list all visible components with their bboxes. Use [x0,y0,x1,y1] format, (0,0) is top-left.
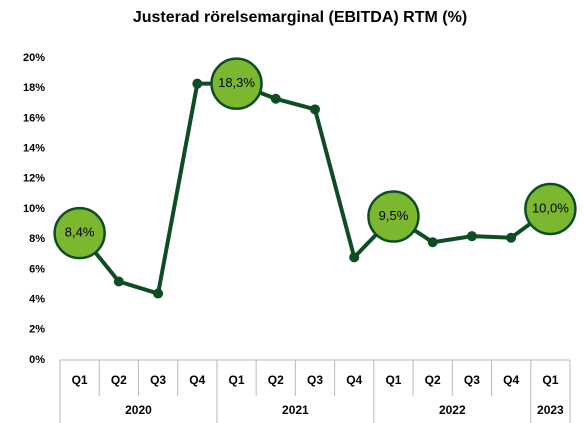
x-tick-label: Q4 [503,373,519,387]
y-tick-label: 0% [29,354,45,366]
bubble [524,182,577,236]
data-label: 10,0% [532,200,569,215]
point [349,252,360,263]
year-label: 2020 [125,403,152,417]
x-tick-label: Q1 [229,373,245,387]
year-label: 2023 [537,403,564,417]
y-tick-label: 10% [23,203,45,215]
point [113,276,124,287]
y-tick-label: 18% [23,82,45,94]
bubble [210,57,263,110]
x-tick-label: Q2 [268,373,284,387]
x-tick-label: Q3 [150,373,166,387]
data-label: 8,4% [65,225,95,240]
point [270,93,281,104]
y-tick-label: 2% [29,324,45,336]
line [78,81,552,296]
x-tick-label: Q3 [307,373,323,387]
year-label: 2022 [439,403,466,417]
data-label: 9,5% [379,208,409,223]
x-tick-label: Q4 [346,373,362,387]
point [310,104,320,115]
bubble [367,190,420,243]
x-tick-label: Q1 [72,373,88,387]
y-tick-label: 12% [23,173,45,185]
bubble [53,206,106,260]
y-tick-label: 14% [23,143,45,155]
y-tick-label: 20% [23,52,45,64]
x-tick-label: Q2 [425,373,441,387]
x-tick-label: Q3 [464,373,480,387]
x-tick-label: Q1 [385,373,401,387]
point [506,232,517,243]
point [427,237,438,248]
chart-title: Justerad rörelsemarginal (EBITDA) RTM (%… [133,9,467,26]
point [153,288,164,299]
y-tick-label: 6% [29,263,45,275]
x-tick-label: Q4 [189,373,205,387]
point [192,78,203,89]
y-tick-label: 4% [29,294,45,306]
x-tick-label: Q1 [542,373,558,387]
x-tick-label: Q2 [111,373,127,387]
point [466,231,477,242]
year-label: 2021 [282,403,309,417]
data-label: 18,3% [218,75,255,90]
y-tick-label: 16% [23,112,45,124]
y-tick-label: 8% [29,233,45,245]
